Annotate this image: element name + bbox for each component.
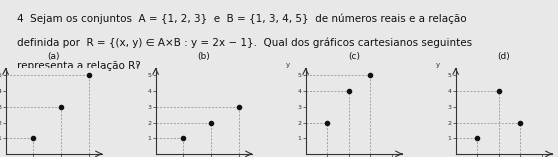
Text: (d): (d) — [498, 52, 511, 61]
Text: (c): (c) — [348, 52, 360, 61]
Y-axis label: y: y — [436, 62, 440, 68]
Text: definida por  R = {(x, y) ∈ A×B : y = 2x − 1}.  Qual dos gráficos cartesianos se: definida por R = {(x, y) ∈ A×B : y = 2x … — [17, 37, 472, 48]
Text: (b): (b) — [198, 52, 210, 61]
Text: representa a relação R?: representa a relação R? — [17, 61, 140, 71]
Text: (a): (a) — [48, 52, 60, 61]
Y-axis label: y: y — [136, 62, 140, 68]
Text: 4  Sejam os conjuntos  A = {1, 2, 3}  e  B = {1, 3, 4, 5}  de números reais e a : 4 Sejam os conjuntos A = {1, 2, 3} e B =… — [17, 14, 466, 24]
Y-axis label: y: y — [286, 62, 290, 68]
